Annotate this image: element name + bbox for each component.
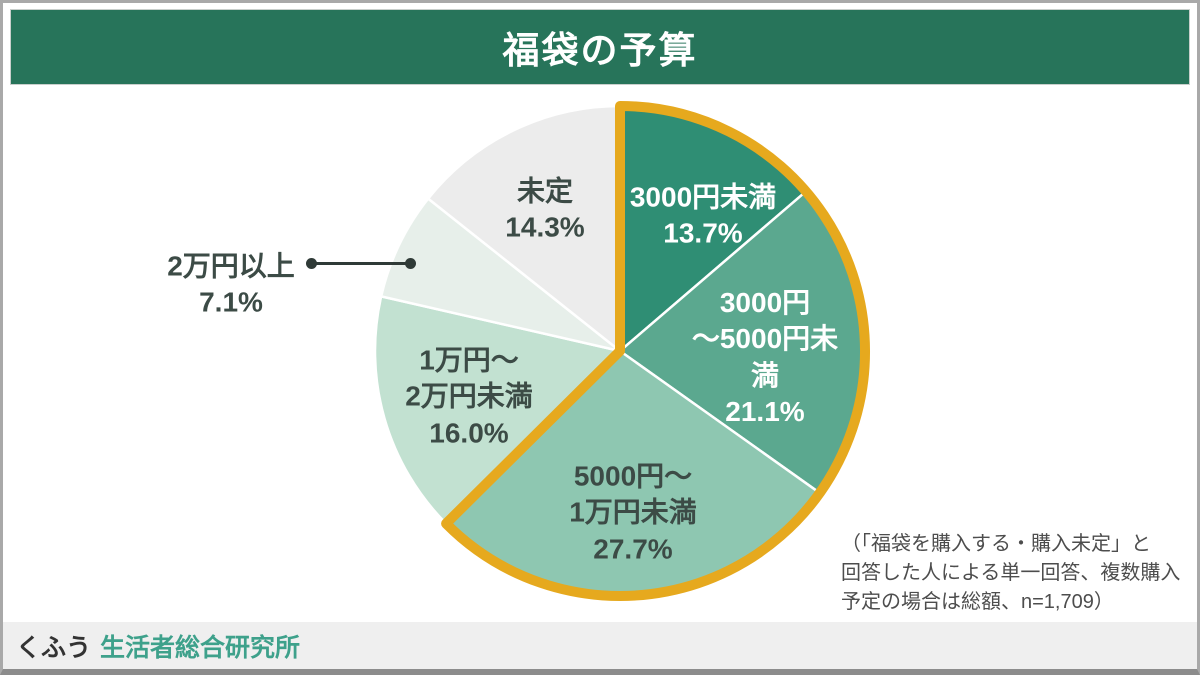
pie-slice-4 xyxy=(379,197,622,353)
pie-highlight-outline xyxy=(441,101,870,601)
pie-chart xyxy=(360,91,880,611)
footer-brand: くふう xyxy=(16,633,92,662)
label-connector-line xyxy=(306,258,416,269)
slice-label-over-20000: 2万円以上 7.1% xyxy=(167,250,295,318)
pie-chart-svg xyxy=(373,101,870,601)
connector-dot-right xyxy=(405,258,416,269)
footer-bar: くふう 生活者総合研究所 xyxy=(3,622,1197,669)
title-banner: 福袋の予算 xyxy=(10,9,1190,85)
survey-note: （「福袋を購入する・購入未定」と 回答した人による単一回答、複数購入 予定の場合… xyxy=(841,533,1181,613)
pie-slice-5 xyxy=(426,104,622,353)
connector-dot-left xyxy=(306,258,317,269)
pie-slice-3 xyxy=(373,295,622,525)
footer-organization: 生活者総合研究所 xyxy=(100,633,301,662)
page-title: 福袋の予算 xyxy=(502,30,698,71)
